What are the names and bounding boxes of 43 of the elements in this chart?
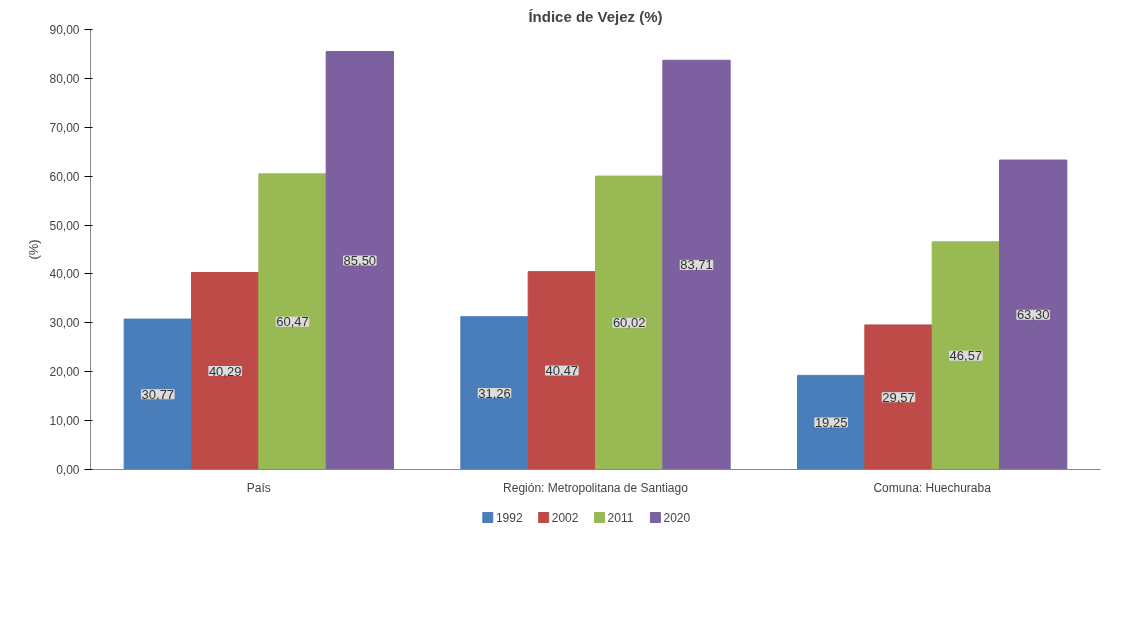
data-label: 46,57 (949, 348, 983, 364)
x-tick-label: Región: Metropolitana de Santiago (503, 480, 689, 495)
data-label: 31,26 (478, 385, 511, 401)
bar (797, 374, 866, 470)
legend-label: 2002 (551, 511, 579, 525)
y-tick-label: 50,00 (49, 218, 80, 233)
bar (999, 159, 1068, 470)
bar (527, 271, 596, 470)
bar (325, 51, 394, 470)
data-label: 19,25 (814, 414, 848, 430)
bar (191, 272, 260, 470)
x-tick-label: Comuna: Huechuraba (873, 480, 992, 495)
bar (595, 175, 664, 470)
y-axis-title: (%) (26, 239, 42, 260)
y-tick-label: 30,00 (49, 316, 80, 331)
x-tick-label: País (246, 480, 271, 495)
data-label: 83,71 (680, 257, 713, 273)
data-label: 29,57 (882, 389, 915, 405)
data-label: 30,77 (141, 386, 175, 402)
legend-label: 2020 (663, 511, 691, 525)
y-tick-label: 40,00 (49, 267, 80, 282)
data-label: 60,02 (612, 315, 646, 331)
y-tick-label: 20,00 (49, 365, 80, 380)
legend-label: 1992 (495, 511, 523, 525)
y-tick-label: 60,00 (49, 169, 80, 184)
bar (662, 59, 731, 470)
chart-title: Índice de Vejez (%) (528, 7, 663, 25)
y-tick-label: 80,00 (49, 71, 80, 86)
bar (864, 324, 933, 470)
data-label: 60,47 (276, 314, 309, 330)
y-tick-label: 10,00 (49, 414, 80, 429)
data-label: 85,50 (343, 253, 377, 268)
y-tick-label: 0,00 (56, 463, 80, 477)
y-tick-label: 90,00 (49, 23, 80, 37)
bar (258, 173, 327, 470)
bar (123, 318, 192, 470)
bar (460, 316, 529, 470)
data-label: 63,30 (1016, 307, 1050, 323)
bar (931, 241, 1000, 470)
data-label: 40,47 (545, 363, 579, 379)
y-tick-label: 70,00 (49, 120, 80, 135)
data-label: 40,29 (208, 363, 242, 379)
legend-label: 2011 (607, 511, 634, 525)
